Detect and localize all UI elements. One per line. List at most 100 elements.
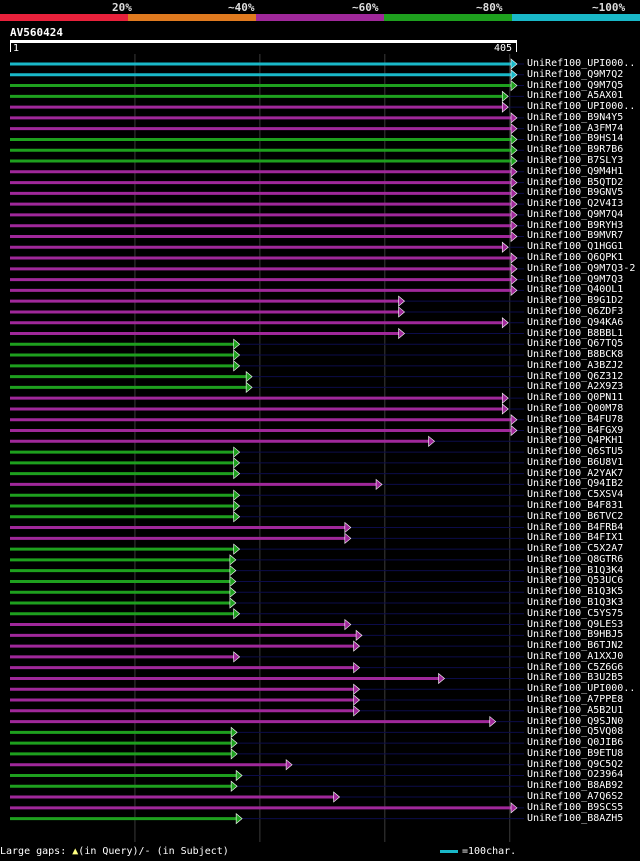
hit-arrow: [353, 662, 361, 674]
hit-arrow: [235, 812, 243, 825]
hit-label[interactable]: UniRef100_B1Q3K3: [527, 597, 624, 608]
hit-label[interactable]: UniRef100_O23964: [527, 769, 624, 781]
gap-marker-icon: ▲: [72, 846, 79, 857]
hit-arrow: [233, 543, 241, 555]
hit-arrow: [510, 284, 518, 297]
hit-label[interactable]: UniRef100_B8AZH5: [527, 812, 624, 824]
hit-label[interactable]: UniRef100_B6U8V1: [527, 456, 624, 468]
hit-label[interactable]: UniRef100_A1XXJ0: [527, 650, 624, 662]
hit-label[interactable]: UniRef100_Q8GTR6: [527, 553, 624, 565]
hit-label[interactable]: UniRef100_B3U2B5: [527, 672, 624, 684]
hit-label[interactable]: UniRef100_Q9M7Q3-2: [527, 262, 636, 274]
hit-label[interactable]: UniRef100_B1Q3K4: [527, 564, 624, 576]
hit-label[interactable]: UniRef100_Q9SJN0: [527, 715, 624, 727]
hit-label[interactable]: UniRef100_C5XSV4: [527, 489, 624, 501]
legend-label: ~40%: [228, 1, 255, 14]
hit-label[interactable]: UniRef100_UPI000..: [527, 683, 636, 695]
hit-label[interactable]: UniRef100_Q2V4I3: [527, 198, 624, 210]
hit-arrow: [353, 683, 361, 695]
hit-label[interactable]: UniRef100_Q6STU5: [527, 446, 624, 458]
hit-label[interactable]: UniRef100_B9HBJ5: [527, 629, 624, 641]
hit-label[interactable]: UniRef100_Q9LES3: [527, 618, 624, 630]
hit-label[interactable]: UniRef100_C5Z6G6: [527, 661, 624, 673]
hit-arrow: [353, 705, 361, 717]
hit-label[interactable]: UniRef100_B4FGX9: [527, 424, 624, 436]
hit-arrow: [233, 467, 241, 480]
hit-label[interactable]: UniRef100_Q6Z312: [527, 370, 624, 382]
hit-label[interactable]: UniRef100_B9MVR7: [527, 230, 624, 242]
hit-arrow: [245, 381, 253, 394]
hit-arrow: [510, 209, 518, 221]
hit-label[interactable]: UniRef100_Q0JIB6: [527, 737, 624, 749]
hit-label[interactable]: UniRef100_B9ETU8: [527, 747, 624, 759]
hit-label[interactable]: UniRef100_Q00M78: [527, 402, 624, 414]
hit-arrow: [344, 532, 352, 544]
hit-label[interactable]: UniRef100_B9GNV5: [527, 187, 624, 199]
hit-label[interactable]: UniRef100_A2YAK7: [527, 467, 624, 479]
hit-label[interactable]: UniRef100_B9G1D2: [527, 295, 624, 307]
hit-label[interactable]: UniRef100_A3FM74: [527, 122, 624, 134]
hit-label[interactable]: UniRef100_A2X9Z3: [527, 381, 624, 393]
hit-arrow: [510, 220, 518, 232]
hit-label[interactable]: UniRef100_B4FIX1: [527, 532, 624, 544]
hit-label[interactable]: UniRef100_UPI000..: [527, 58, 636, 69]
hit-label[interactable]: UniRef100_A7PPE8: [527, 694, 624, 706]
hit-label[interactable]: UniRef100_B8BBL1: [527, 327, 624, 339]
hit-label[interactable]: UniRef100_Q9M4H1: [527, 165, 624, 177]
hit-label[interactable]: UniRef100_Q5VQ08: [527, 726, 624, 738]
hit-label[interactable]: UniRef100_Q9M7Q3: [527, 273, 624, 285]
hit-label[interactable]: UniRef100_A5B2U1: [527, 704, 624, 716]
hit-label[interactable]: UniRef100_Q0PN11: [527, 392, 624, 404]
hit-label[interactable]: UniRef100_B4FRB4: [527, 521, 624, 533]
hit-label[interactable]: UniRef100_UPI000..: [527, 101, 636, 113]
hit-arrow: [510, 166, 518, 178]
hit-label[interactable]: UniRef100_Q4PKH1: [527, 435, 624, 447]
hit-label[interactable]: UniRef100_B1Q3K5: [527, 586, 624, 598]
hit-label[interactable]: UniRef100_Q1HGG1: [527, 241, 624, 253]
scale-legend: =100char.: [440, 846, 516, 857]
hit-arrow: [235, 769, 243, 782]
hit-label[interactable]: UniRef100_Q9M7Q5: [527, 79, 624, 91]
hit-label[interactable]: UniRef100_Q94IB2: [527, 478, 624, 490]
hit-label[interactable]: UniRef100_B9HS14: [527, 133, 624, 145]
hit-arrow: [510, 230, 518, 243]
hit-label[interactable]: UniRef100_B8AB92: [527, 780, 624, 792]
hit-label[interactable]: UniRef100_B9R7B6: [527, 144, 624, 156]
hit-label[interactable]: UniRef100_Q9M7Q2: [527, 68, 624, 80]
legend-label: 20%: [112, 1, 132, 14]
hit-label[interactable]: UniRef100_Q53UC6: [527, 575, 624, 587]
hit-label[interactable]: UniRef100_B4FU78: [527, 413, 624, 425]
hit-label[interactable]: UniRef100_C5X2A7: [527, 543, 624, 555]
hit-label[interactable]: UniRef100_Q67TQ5: [527, 338, 624, 350]
hit-label[interactable]: UniRef100_A5AX01: [527, 90, 624, 102]
hit-arrow: [398, 327, 406, 340]
hit-label[interactable]: UniRef100_Q40OL1: [527, 284, 624, 296]
hit-label[interactable]: UniRef100_B8BCK8: [527, 349, 624, 361]
hit-label[interactable]: UniRef100_B4F831: [527, 499, 624, 511]
hit-label[interactable]: UniRef100_B6TJN2: [527, 640, 624, 652]
hit-label[interactable]: UniRef100_B6TVC2: [527, 510, 624, 522]
hit-label[interactable]: UniRef100_C5YS75: [527, 607, 624, 619]
hit-arrow: [510, 79, 518, 92]
hit-arrow: [510, 273, 518, 286]
hit-arrow: [375, 478, 383, 491]
hit-arrow: [233, 608, 241, 620]
hit-label[interactable]: UniRef100_A3BZJ2: [527, 359, 624, 371]
hit-label[interactable]: UniRef100_B7SLY3: [527, 155, 624, 167]
hit-arrow: [501, 403, 509, 415]
hit-label[interactable]: UniRef100_B9RYH3: [527, 219, 624, 231]
hit-label[interactable]: UniRef100_B5QTD2: [527, 176, 624, 188]
hit-arrow: [353, 694, 361, 706]
hit-label[interactable]: UniRef100_B9N4Y5: [527, 111, 624, 123]
hit-label[interactable]: UniRef100_Q6QPK1: [527, 252, 624, 264]
hit-label[interactable]: UniRef100_A7Q6S2: [527, 791, 624, 803]
hit-arrow: [510, 263, 518, 275]
hit-arrow: [489, 715, 497, 728]
hit-label[interactable]: UniRef100_Q9C5Q2: [527, 758, 624, 770]
hit-label[interactable]: UniRef100_Q94KA6: [527, 316, 624, 328]
hit-label[interactable]: UniRef100_Q9M7Q4: [527, 208, 624, 220]
hit-label[interactable]: UniRef100_Q6ZDF3: [527, 305, 624, 317]
hit-arrow: [229, 575, 237, 588]
hit-label[interactable]: UniRef100_B9SCS5: [527, 801, 624, 813]
legend-swatch: [256, 14, 385, 21]
